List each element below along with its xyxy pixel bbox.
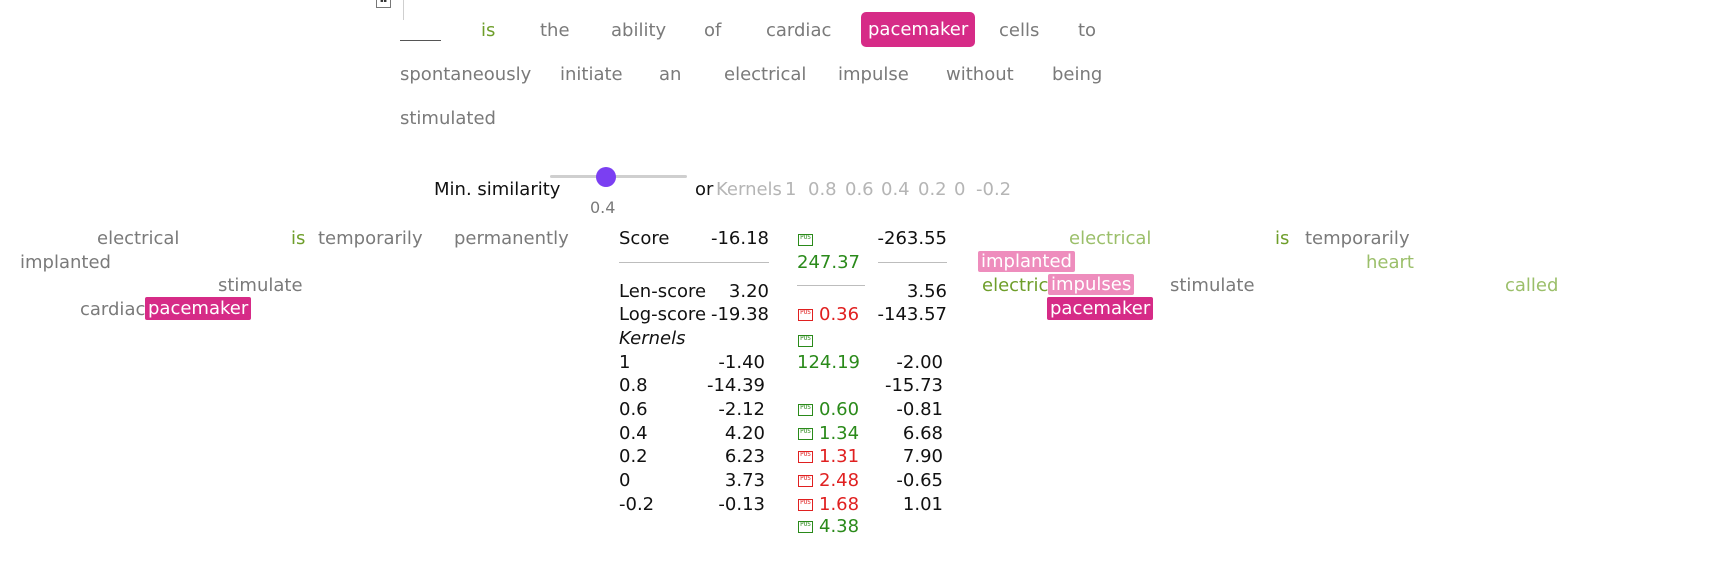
kernels-heading: Kernels bbox=[619, 328, 686, 349]
slider-value: 0.4 bbox=[590, 198, 616, 217]
diff-icon: POS bbox=[798, 330, 819, 351]
divider bbox=[797, 285, 865, 286]
score-label: Score bbox=[619, 228, 670, 249]
kernel-diff: POS 1.68 bbox=[798, 494, 859, 515]
question-word: being bbox=[1052, 64, 1103, 85]
kernel-left: -1.40 bbox=[718, 352, 765, 373]
doc-word: stimulate bbox=[218, 275, 303, 296]
len-score-label: Len-score bbox=[619, 281, 707, 302]
diff-log-score: POS 0.36 bbox=[798, 304, 859, 325]
left-log-score: -19.38 bbox=[710, 304, 769, 325]
right-len-score: 3.56 bbox=[906, 281, 947, 302]
question-word: cardiac bbox=[766, 20, 832, 41]
doc-word-highlight: implanted bbox=[978, 251, 1075, 272]
doc-word: electrical bbox=[97, 228, 180, 249]
kernel-row-label: 0.6 bbox=[619, 399, 648, 420]
doc-word: electric bbox=[982, 275, 1049, 296]
kernel-row-label: 0.4 bbox=[619, 423, 648, 444]
min-similarity-label: Min. similarity bbox=[434, 179, 561, 200]
kernel-left: -14.39 bbox=[706, 375, 765, 396]
question-word: stimulated bbox=[400, 108, 496, 129]
diff-score: 247.37 bbox=[797, 252, 860, 273]
kernel-left: -0.13 bbox=[718, 494, 765, 515]
question-word: the bbox=[540, 20, 570, 41]
diff-icon: POS bbox=[798, 229, 819, 250]
kernel-left: 6.23 bbox=[724, 446, 765, 467]
right-log-score: -143.57 bbox=[877, 304, 947, 325]
divider bbox=[878, 262, 947, 263]
diff-kernel-top: 124.19 bbox=[797, 352, 860, 373]
question-word: cells bbox=[999, 20, 1040, 41]
kernel-row-label: 0 bbox=[619, 470, 631, 491]
question-word: to bbox=[1078, 20, 1097, 41]
kernel-left: 4.20 bbox=[724, 423, 765, 444]
kernel-row-label: 1 bbox=[619, 352, 631, 373]
kernel-diff: POS 2.48 bbox=[798, 470, 859, 491]
kernel-diff: POS 1.34 bbox=[798, 423, 859, 444]
kernel-right: -2.00 bbox=[896, 352, 943, 373]
diff-last: POS 4.38 bbox=[798, 516, 859, 537]
kernel-option[interactable]: 0.6 bbox=[845, 179, 874, 200]
question-word: without bbox=[946, 64, 1014, 85]
kernel-diff: POS 1.31 bbox=[798, 446, 859, 467]
answer-blank bbox=[400, 22, 441, 41]
similarity-slider-thumb[interactable] bbox=[596, 167, 616, 187]
doc-word-highlight: pacemaker bbox=[1047, 297, 1154, 320]
doc-word-highlight: impulses bbox=[1048, 274, 1135, 295]
left-len-score: 3.20 bbox=[728, 281, 769, 302]
divider bbox=[619, 262, 769, 263]
question-word: electrical bbox=[724, 64, 807, 85]
kernel-option[interactable]: 0.4 bbox=[881, 179, 910, 200]
kernel-option[interactable]: 0 bbox=[954, 179, 966, 200]
neg-icon: POS bbox=[798, 309, 813, 321]
kernel-right: 6.68 bbox=[902, 423, 943, 444]
kernel-right: 7.90 bbox=[902, 446, 943, 467]
kernel-left: 3.73 bbox=[724, 470, 765, 491]
kernel-right: -0.65 bbox=[896, 470, 943, 491]
question-word: an bbox=[659, 64, 682, 85]
kernel-right: -15.73 bbox=[884, 375, 943, 396]
kernel-row-label: 0.2 bbox=[619, 446, 648, 467]
doc-word: temporarily bbox=[1305, 228, 1410, 249]
doc-word: implanted bbox=[20, 252, 111, 273]
kernel-option[interactable]: -0.2 bbox=[976, 179, 1012, 200]
question-word: initiate bbox=[560, 64, 623, 85]
kernel-diff: POS 0.60 bbox=[798, 399, 859, 420]
kernel-option[interactable]: 0.2 bbox=[918, 179, 947, 200]
question-word-highlight: pacemaker bbox=[861, 12, 976, 47]
kernel-option[interactable]: 1 bbox=[785, 179, 797, 200]
kernel-row-label: 0.8 bbox=[619, 375, 648, 396]
doc-word-highlight: pacemaker bbox=[145, 297, 252, 320]
doc-word: temporarily bbox=[318, 228, 423, 249]
question-word: impulse bbox=[838, 64, 909, 85]
doc-word: cardiac bbox=[80, 299, 146, 320]
doc-word: electrical bbox=[1069, 228, 1152, 249]
question-word: ability bbox=[611, 20, 667, 41]
kernel-right: 1.01 bbox=[902, 494, 943, 515]
doc-word: is bbox=[291, 228, 306, 249]
doc-word: permanently bbox=[454, 228, 569, 249]
kernel-left: -2.12 bbox=[718, 399, 765, 420]
right-score: -263.55 bbox=[877, 228, 947, 249]
or-label: or bbox=[695, 179, 714, 200]
similarity-slider-track[interactable] bbox=[550, 175, 687, 178]
left-score: -16.18 bbox=[710, 228, 769, 249]
kernels-label: Kernels bbox=[716, 179, 782, 200]
corner-icon: ▪▪ bbox=[376, 0, 391, 8]
doc-word: is bbox=[1275, 228, 1290, 249]
doc-word: called bbox=[1505, 275, 1559, 296]
question-word: of bbox=[704, 20, 722, 41]
kernel-row-label: -0.2 bbox=[619, 494, 655, 515]
question-word: spontaneously bbox=[400, 64, 532, 85]
log-score-label: Log-score bbox=[619, 304, 707, 325]
vertical-divider bbox=[403, 0, 404, 20]
kernel-right: -0.81 bbox=[896, 399, 943, 420]
doc-word: stimulate bbox=[1170, 275, 1255, 296]
doc-word: heart bbox=[1366, 252, 1414, 273]
kernel-option[interactable]: 0.8 bbox=[808, 179, 837, 200]
question-word: is bbox=[481, 20, 496, 41]
